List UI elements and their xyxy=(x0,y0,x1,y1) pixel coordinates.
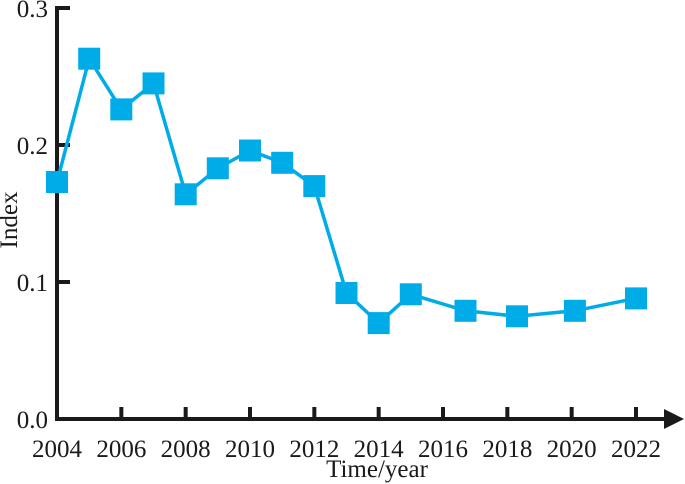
y-tick-label: 0.3 xyxy=(17,0,48,23)
data-point-marker xyxy=(335,282,358,304)
data-point-marker xyxy=(46,171,68,193)
x-tick-label: 2008 xyxy=(161,436,211,463)
data-point-marker xyxy=(454,299,477,322)
data-point-marker xyxy=(303,175,326,198)
axis-titles: Index Time/year xyxy=(0,191,429,483)
x-axis-title: Time/year xyxy=(326,456,429,483)
x-tick-label: 2012 xyxy=(289,436,339,463)
x-tick-label: 2022 xyxy=(611,436,661,463)
data-point-marker xyxy=(625,287,647,310)
x-tick-label: 2016 xyxy=(418,436,468,463)
x-axis-arrow-icon xyxy=(664,409,684,429)
data-point-marker xyxy=(271,151,294,174)
data-point-marker xyxy=(110,98,133,121)
x-tick-label: 2006 xyxy=(96,436,146,463)
data-point-marker xyxy=(206,157,229,180)
data-series xyxy=(46,47,647,335)
series-line xyxy=(55,54,637,326)
x-tick-label: 2014 xyxy=(354,436,405,463)
y-tick-label: 0.1 xyxy=(17,270,48,297)
axes: 2004 2006 2008 2010 2012 2014 2016 2018 2020 2022… xyxy=(17,0,684,463)
data-point-marker xyxy=(563,299,586,322)
data-point-marker xyxy=(174,183,197,206)
data-point-marker xyxy=(506,305,528,328)
data-point-marker xyxy=(142,72,165,95)
y-tick-label: 0.0 xyxy=(17,407,48,434)
x-tick-label: 2010 xyxy=(225,436,275,463)
data-point-marker xyxy=(399,283,422,306)
data-point-marker xyxy=(239,139,261,162)
y-axis-title: Index xyxy=(0,191,23,248)
x-tick-label: 2020 xyxy=(547,436,597,463)
y-tick-label: 0.2 xyxy=(17,133,48,160)
data-point-marker xyxy=(367,312,390,335)
x-tick-label: 2018 xyxy=(482,436,532,463)
x-tick-label: 2004 xyxy=(32,436,83,463)
data-point-marker xyxy=(78,47,101,70)
